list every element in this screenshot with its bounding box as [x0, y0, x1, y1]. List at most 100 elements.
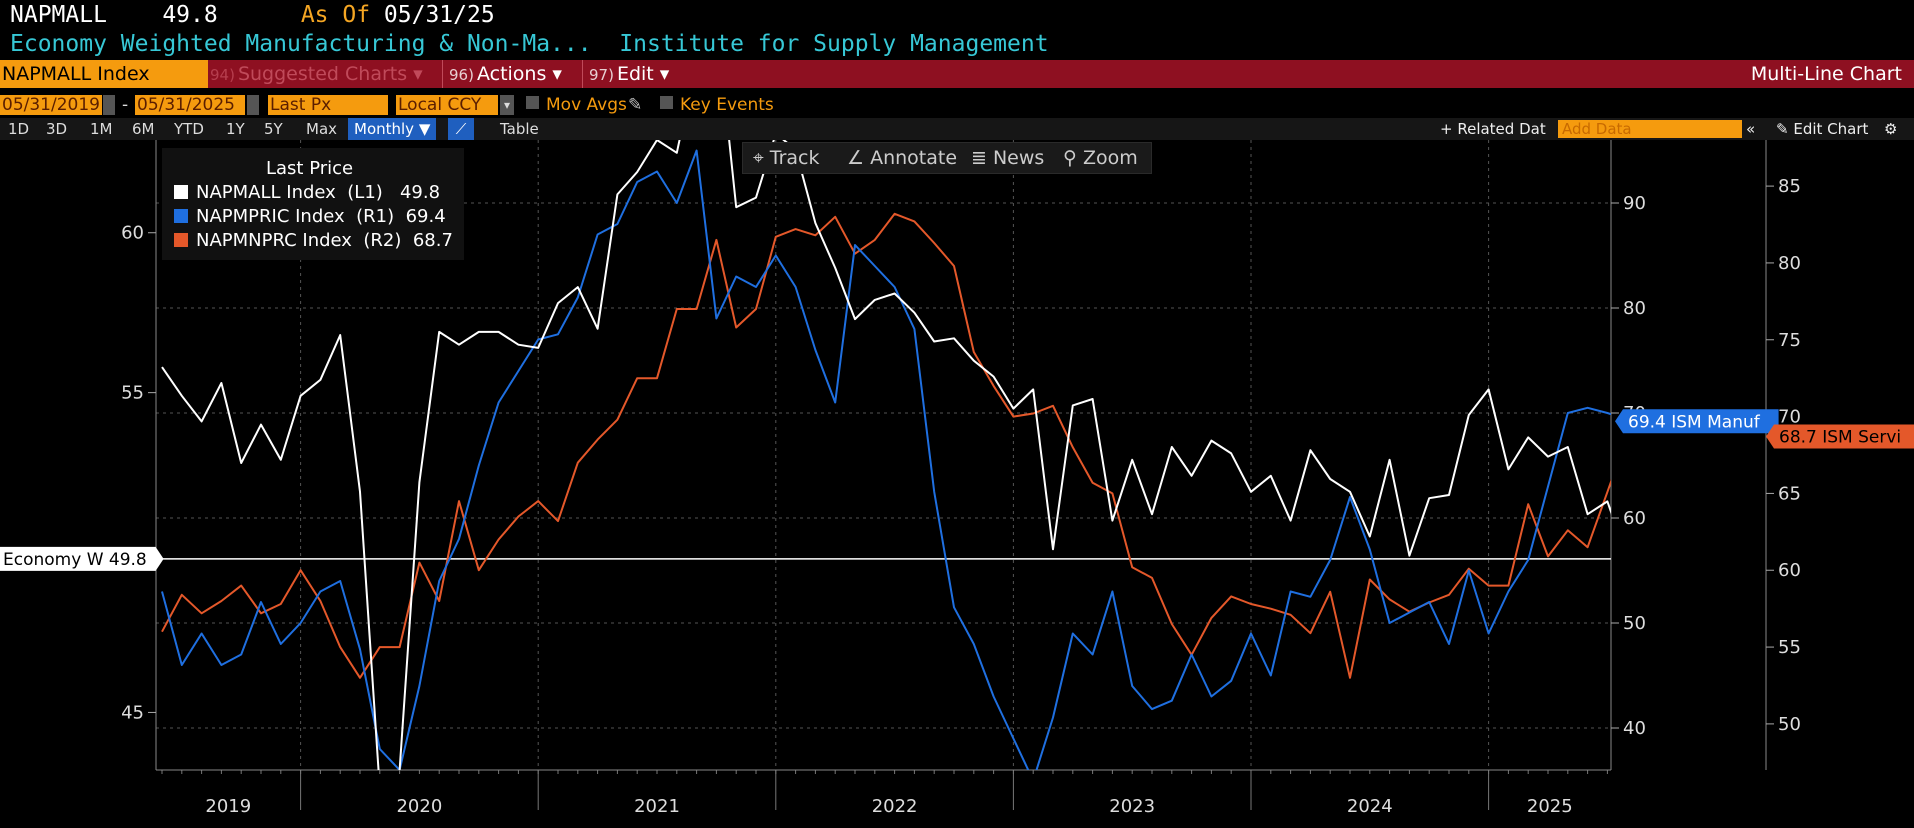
x-tick-label: 2020 — [396, 796, 442, 817]
legend-row-napmnprc[interactable]: NAPMNPRC Index (R2) 68.7 — [174, 230, 453, 252]
start-date-input[interactable]: 05/31/2019 — [0, 95, 102, 115]
mov-avgs-checkbox[interactable] — [526, 96, 539, 109]
right2-tick-label: 85 — [1778, 176, 1801, 197]
function-bar: NAPMALL Index 94) Suggested Charts ▾ 96) A… — [0, 60, 1914, 88]
multi-line-chart[interactable]: 2019 2020 2021 2022 2023 2024 2025 45 55 60 40 50 60… — [0, 140, 1914, 828]
x-tick-label: 2025 — [1527, 796, 1573, 817]
period-max[interactable]: Max — [306, 120, 338, 138]
period-1d[interactable]: 1D — [8, 120, 30, 138]
frequency-select[interactable]: Monthly ▼ — [348, 118, 437, 140]
right2-tick-label: 65 — [1778, 483, 1801, 504]
right2-value-badge: 68.7 ISM Servi — [1766, 424, 1914, 449]
field-select[interactable]: Last Px — [268, 95, 388, 115]
chart-type-label: Multi-Line Chart — [1750, 63, 1902, 85]
mov-avgs-label: Mov Avgs — [546, 95, 627, 115]
edit-chart-button[interactable]: ✎ Edit Chart — [1776, 118, 1868, 140]
related-data-label: Related Dat — [1457, 120, 1546, 138]
line-chart-icon[interactable]: ⟋ — [448, 118, 474, 140]
calendar-icon[interactable] — [103, 95, 115, 115]
magnifier-icon: ⚲ — [1063, 147, 1083, 169]
period-3d[interactable]: 3D — [46, 120, 68, 138]
suggested-charts-menu[interactable]: 94) Suggested Charts ▾ — [210, 60, 438, 88]
news-icon: ≣ — [971, 147, 993, 169]
key-events-checkbox[interactable] — [660, 96, 673, 109]
as-of-label: As Of — [300, 2, 371, 28]
edit-menu[interactable]: 97) Edit ▾ — [582, 60, 684, 88]
add-data-input[interactable]: Add Data — [1558, 120, 1742, 138]
ticker: NAPMALL — [10, 2, 107, 28]
period-1m[interactable]: 1M — [90, 120, 113, 138]
security-header: NAPMALL 49.8 As Of 05/31/25 — [10, 2, 495, 32]
edit-label: Edit — [616, 63, 654, 85]
chart-toolbar: ⌖ Track ∠ Annotate ≣ News ⚲ Zoom — [742, 142, 1152, 174]
calendar-icon[interactable] — [247, 95, 259, 115]
right2-value-badge-bg — [1766, 424, 1914, 449]
date-dash: - — [122, 95, 129, 115]
right2-tick-label: 50 — [1778, 714, 1801, 735]
series-line-napmall — [161, 140, 1611, 770]
track-label: Track — [769, 147, 820, 169]
legend-axis: (R2) — [363, 230, 402, 251]
annotate-label: Annotate — [870, 147, 958, 169]
right1-value-badge-text: 69.4 ISM Manuf — [1628, 412, 1761, 432]
series-lines — [0, 140, 1611, 770]
x-tick-label: 2022 — [872, 796, 918, 817]
zoom-button[interactable]: ⚲ Zoom — [1063, 143, 1138, 173]
last-value: 49.8 — [162, 2, 218, 28]
security-field[interactable]: NAPMALL Index — [0, 60, 208, 88]
news-button[interactable]: ≣ News — [971, 143, 1044, 173]
zoom-label: Zoom — [1082, 147, 1138, 169]
left-value-badge: Economy W 49.8 — [0, 546, 164, 571]
right1-value-badge: 69.4 ISM Manuf — [1615, 409, 1779, 434]
crosshair-icon: ⌖ — [753, 147, 770, 169]
period-ytd[interactable]: YTD — [174, 120, 204, 138]
period-5y[interactable]: 5Y — [264, 120, 283, 138]
table-button[interactable]: Table — [500, 120, 539, 138]
options-bar: 05/31/2019 - 05/31/2025 Last Px Local CC… — [0, 93, 1914, 117]
legend-title: Last Price — [266, 158, 354, 179]
x-tick-label: 2024 — [1347, 796, 1393, 817]
actions-label: Actions — [476, 63, 547, 85]
right1-value-badge-bg — [1615, 409, 1779, 434]
right2-tick-label: 60 — [1778, 560, 1801, 581]
right1-tick-label: 80 — [1623, 298, 1646, 319]
edit-num: 97) — [589, 66, 614, 84]
source-text: Institute for Supply Management — [619, 31, 1049, 57]
chevron-down-icon: ▾ — [413, 63, 423, 85]
description-text: Economy Weighted Manufacturing & Non-Ma.… — [10, 31, 592, 57]
annotate-button[interactable]: ∠ Annotate — [847, 143, 957, 173]
series-line-napmnprc — [161, 212, 1611, 679]
legend-row-napmpric[interactable]: NAPMPRIC Index (R1) 69.4 — [174, 206, 446, 228]
track-button[interactable]: ⌖ Track — [753, 143, 819, 173]
chart-legend: Last Price NAPMALL Index (L1) 49.8 NAPMP… — [162, 148, 464, 260]
right1-tick-label: 40 — [1623, 718, 1646, 739]
end-date-input[interactable]: 05/31/2025 — [135, 95, 245, 115]
axis-labels: 2019 2020 2021 2022 2023 2024 2025 45 55 60 40 50 60… — [0, 176, 1914, 817]
x-tick-label: 2019 — [205, 796, 251, 817]
edit-chart-label: Edit Chart — [1793, 120, 1869, 138]
chevron-down-icon: ▾ — [552, 63, 562, 85]
right2-tick-label: 80 — [1778, 253, 1801, 274]
right1-tick-label: 60 — [1623, 508, 1646, 529]
period-6m[interactable]: 6M — [132, 120, 155, 138]
legend-last: 49.8 — [399, 182, 441, 203]
right2-tick-label: 75 — [1778, 330, 1801, 351]
related-data-button[interactable]: + Related Dat — [1440, 118, 1546, 140]
legend-swatch — [174, 209, 188, 223]
collapse-icon[interactable]: « — [1746, 120, 1756, 138]
left-tick-label: 55 — [121, 383, 144, 404]
legend-swatch — [174, 185, 188, 199]
currency-select[interactable]: Local CCY — [396, 95, 498, 115]
pencil-icon[interactable]: ✎ — [628, 95, 643, 115]
left-value-badge-bg — [0, 546, 164, 571]
legend-last: 68.7 — [412, 230, 453, 251]
legend-row-napmall[interactable]: NAPMALL Index (L1) 49.8 — [174, 182, 440, 204]
x-tick-label: 2021 — [634, 796, 680, 817]
period-bar: 1D 3D 1M 6M YTD 1Y 5Y Max Monthly ▼ ⟋ Ta… — [0, 118, 1914, 140]
actions-menu[interactable]: 96) Actions ▾ — [442, 60, 584, 88]
chevron-down-icon[interactable]: ▾ — [500, 95, 514, 115]
gridlines — [156, 140, 1611, 770]
suggested-num: 94) — [210, 66, 235, 84]
period-1y[interactable]: 1Y — [226, 120, 245, 138]
gear-icon[interactable]: ⚙ — [1884, 120, 1898, 138]
